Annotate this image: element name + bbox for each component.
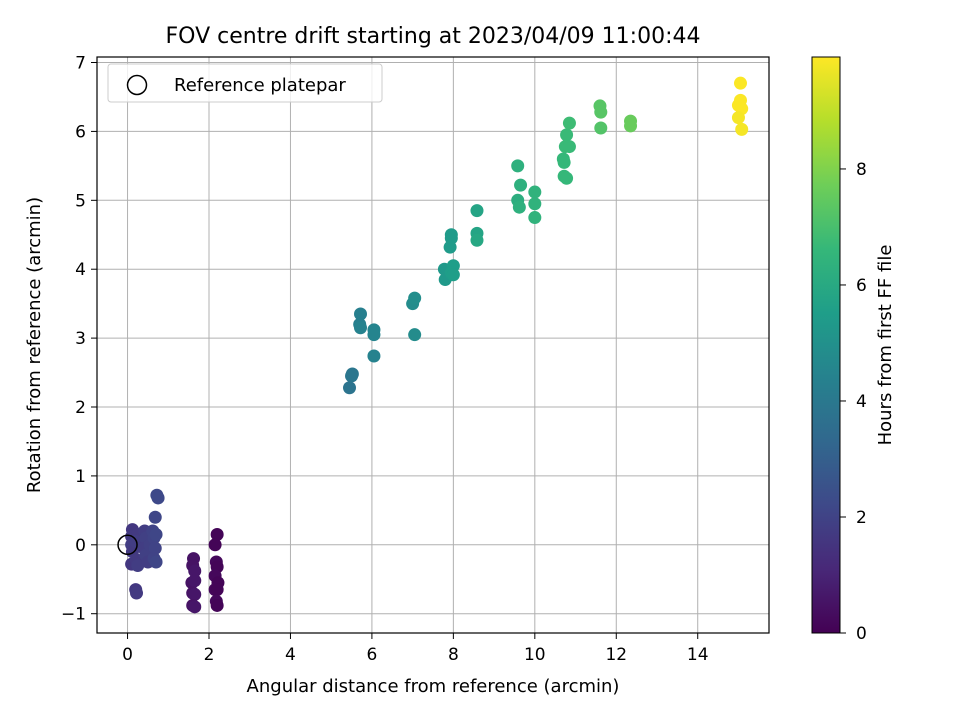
colorbar-tick-label: 2 bbox=[856, 508, 867, 528]
data-point bbox=[560, 128, 574, 142]
colorbar: 0 2 4 6 8 Hours from first FF file bbox=[811, 56, 896, 644]
data-point bbox=[188, 600, 202, 614]
data-point bbox=[562, 116, 576, 130]
data-point bbox=[557, 155, 571, 169]
data-point bbox=[528, 185, 542, 199]
y-tick-label: 7 bbox=[75, 54, 86, 74]
data-point bbox=[594, 121, 608, 135]
data-point bbox=[148, 541, 162, 555]
data-point bbox=[562, 140, 576, 154]
data-point bbox=[528, 197, 542, 211]
y-tick-label: 6 bbox=[75, 122, 86, 142]
x-tick-label: 0 bbox=[122, 645, 133, 665]
data-point bbox=[210, 598, 224, 612]
data-point bbox=[208, 538, 222, 552]
data-point bbox=[470, 204, 484, 218]
data-point bbox=[130, 586, 144, 600]
x-tick-label: 8 bbox=[448, 645, 459, 665]
data-point bbox=[731, 111, 745, 125]
chart-title: FOV centre drift starting at 2023/04/09 … bbox=[166, 24, 701, 49]
colorbar-frame bbox=[811, 56, 841, 634]
x-tick-label: 12 bbox=[605, 645, 627, 665]
x-tick-label: 4 bbox=[285, 645, 296, 665]
data-point bbox=[733, 76, 747, 90]
x-axis-label: Angular distance from reference (arcmin) bbox=[247, 676, 620, 697]
data-point bbox=[528, 211, 542, 225]
plot-frame bbox=[96, 56, 770, 634]
y-tick-label: 5 bbox=[75, 191, 86, 211]
data-point bbox=[367, 328, 381, 342]
data-point bbox=[514, 178, 528, 192]
colorbar-label: Hours from first FF file bbox=[875, 245, 896, 446]
data-point bbox=[560, 171, 574, 185]
data-point bbox=[149, 527, 163, 541]
data-point bbox=[367, 349, 381, 363]
grid-lines bbox=[97, 57, 769, 633]
colorbar-tick-label: 0 bbox=[856, 624, 867, 644]
y-tick-label: 2 bbox=[75, 398, 86, 418]
data-point bbox=[345, 367, 359, 381]
colorbar-tick-label: 8 bbox=[856, 160, 867, 180]
colorbar-ticks: 0 2 4 6 8 bbox=[840, 160, 867, 644]
data-point bbox=[131, 558, 145, 572]
y-axis-ticks: −1 0 1 2 3 4 5 6 7 bbox=[61, 54, 97, 625]
data-point bbox=[210, 527, 224, 541]
data-point bbox=[354, 321, 368, 335]
data-point bbox=[188, 564, 202, 578]
y-tick-label: 4 bbox=[75, 260, 86, 280]
data-point bbox=[149, 555, 163, 569]
y-tick-label: 0 bbox=[75, 536, 86, 556]
data-point bbox=[511, 159, 525, 173]
data-point bbox=[735, 122, 749, 136]
data-point bbox=[343, 381, 357, 395]
data-point bbox=[188, 587, 202, 601]
y-tick-label: −1 bbox=[61, 605, 86, 625]
data-point bbox=[594, 105, 608, 119]
y-tick-label: 1 bbox=[75, 467, 86, 487]
legend-reference-label: Reference platepar bbox=[174, 75, 346, 96]
data-point bbox=[148, 510, 162, 524]
data-point bbox=[210, 583, 224, 597]
x-tick-label: 14 bbox=[687, 645, 709, 665]
y-tick-label: 3 bbox=[75, 329, 86, 349]
legend: Reference platepar bbox=[107, 63, 383, 103]
data-point bbox=[354, 307, 368, 321]
data-point bbox=[470, 233, 484, 247]
legend-box bbox=[107, 63, 383, 103]
x-tick-label: 6 bbox=[366, 645, 377, 665]
data-point bbox=[512, 200, 526, 214]
x-tick-label: 10 bbox=[524, 645, 546, 665]
y-axis-label: Rotation from reference (arcmin) bbox=[24, 197, 45, 493]
data-point bbox=[151, 491, 165, 505]
data-point bbox=[408, 328, 422, 342]
x-axis-ticks: 0 2 4 6 8 10 12 14 bbox=[122, 633, 709, 665]
colorbar-gradient bbox=[812, 57, 840, 633]
data-point bbox=[446, 268, 460, 282]
colorbar-tick-label: 6 bbox=[856, 276, 867, 296]
data-point bbox=[443, 240, 457, 254]
data-point bbox=[408, 291, 422, 305]
colorbar-tick-label: 4 bbox=[856, 392, 867, 412]
reference-platepar-marker bbox=[117, 534, 138, 556]
reference-marker-layer bbox=[117, 534, 138, 556]
data-point bbox=[624, 119, 638, 133]
data-point bbox=[188, 574, 202, 588]
data-points bbox=[125, 76, 749, 614]
legend-reference-marker bbox=[126, 74, 148, 96]
x-tick-label: 2 bbox=[204, 645, 215, 665]
